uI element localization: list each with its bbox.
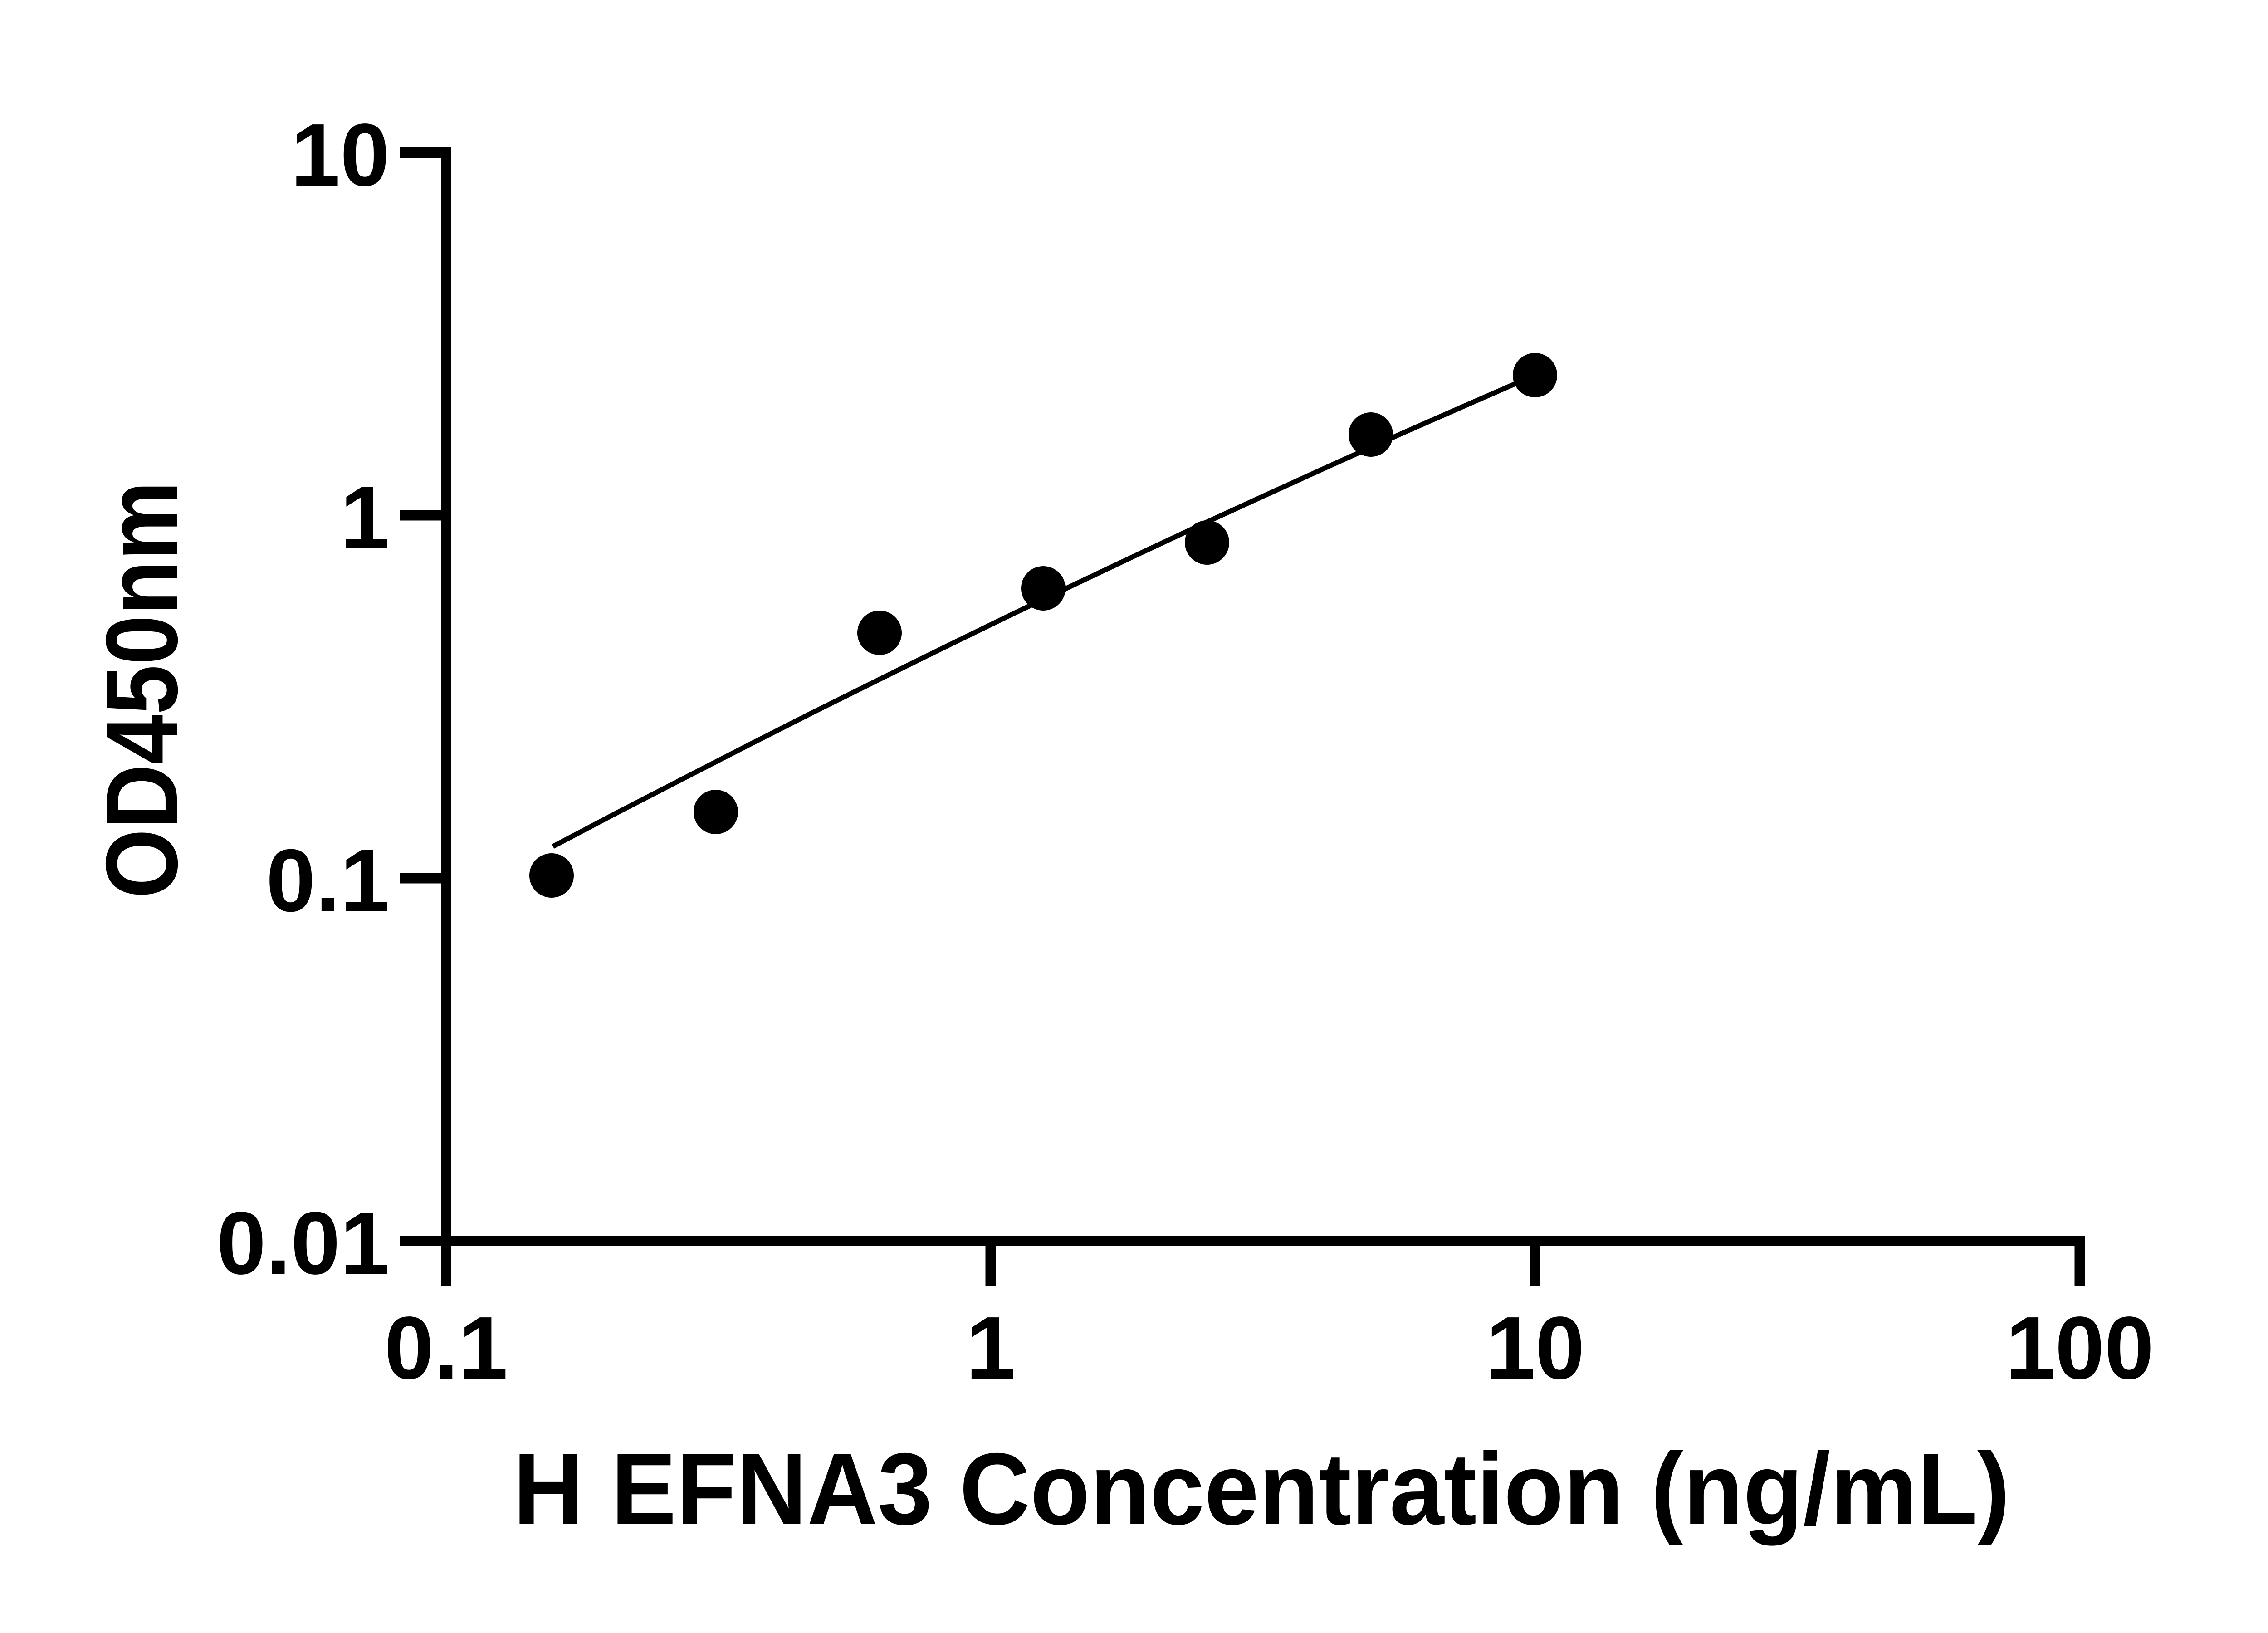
svg-text:10: 10 (1486, 1298, 1584, 1398)
svg-text:1: 1 (966, 1298, 1015, 1398)
svg-text:100: 100 (2005, 1298, 2154, 1398)
svg-text:10: 10 (291, 105, 390, 205)
svg-text:0.1: 0.1 (384, 1298, 508, 1398)
svg-text:1: 1 (340, 468, 390, 567)
svg-text:OD450nm: OD450nm (84, 481, 199, 899)
svg-text:0.01: 0.01 (217, 1193, 390, 1293)
svg-text:H EFNA3 Concentration (ng/mL): H EFNA3 Concentration (ng/mL) (513, 1432, 2010, 1546)
svg-text:0.1: 0.1 (266, 831, 390, 930)
